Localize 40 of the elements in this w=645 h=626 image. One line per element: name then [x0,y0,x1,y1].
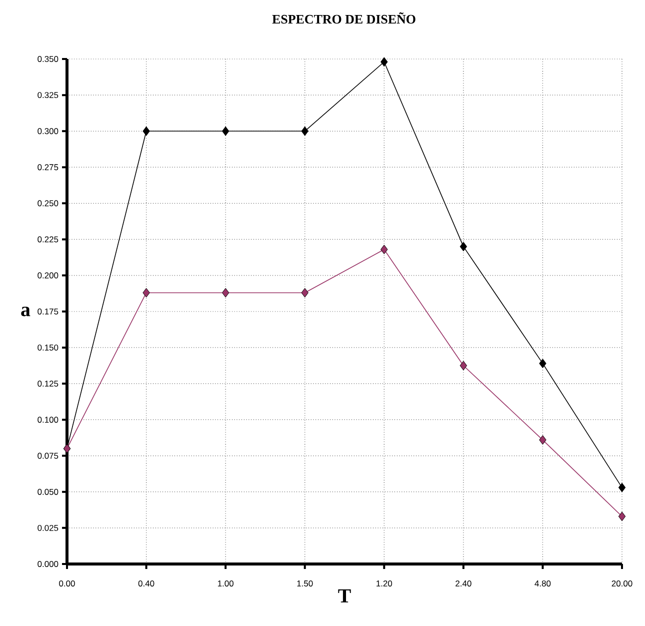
y-tick-label: 0.200 [38,272,58,278]
point [618,482,626,492]
y-tick-label: 0.125 [38,380,58,387]
y-tick-label: 0.300 [38,128,58,134]
chart-title: ESPECTRO DE DISEÑO [272,12,416,24]
x-tick-label: 1.50 [297,580,313,586]
x-tick-label: 1.00 [218,580,234,586]
point [539,435,546,445]
point [618,512,626,522]
x-tick-label: 2.40 [456,580,472,586]
y-tick-label: 0.075 [38,452,58,459]
point [222,288,230,298]
point [222,126,230,136]
point [460,242,468,252]
x-tick-label: 1.20 [376,580,392,586]
y-axis-title: a [21,306,30,316]
y-tick-label: 0.175 [38,308,58,314]
y-tick-label: 0.325 [38,92,58,98]
y-tick-label: 0.025 [38,524,58,531]
y-tick-label: 0.225 [38,236,58,242]
point [380,244,388,254]
y-tick-label: 0.350 [38,56,58,62]
point [539,358,546,368]
point [301,126,308,136]
x-tick-label: 0.00 [59,580,75,586]
x-tick-label: 4.80 [534,580,551,586]
point [142,288,150,298]
y-tick-label: 0.275 [38,164,58,170]
x-axis-title: T [338,589,351,602]
point [380,57,388,67]
point [460,360,468,370]
x-tick-label: 0.40 [138,580,154,586]
y-tick-label: 0.250 [38,200,58,206]
y-tick-label: 0.150 [38,344,58,351]
point [142,126,150,136]
y-tick-label: 0.050 [38,488,58,495]
y-tick-label: 0.000 [38,561,58,567]
point [301,288,308,298]
y-tick-label: 0.100 [38,416,58,423]
x-tick-label: 20.00 [612,580,632,586]
